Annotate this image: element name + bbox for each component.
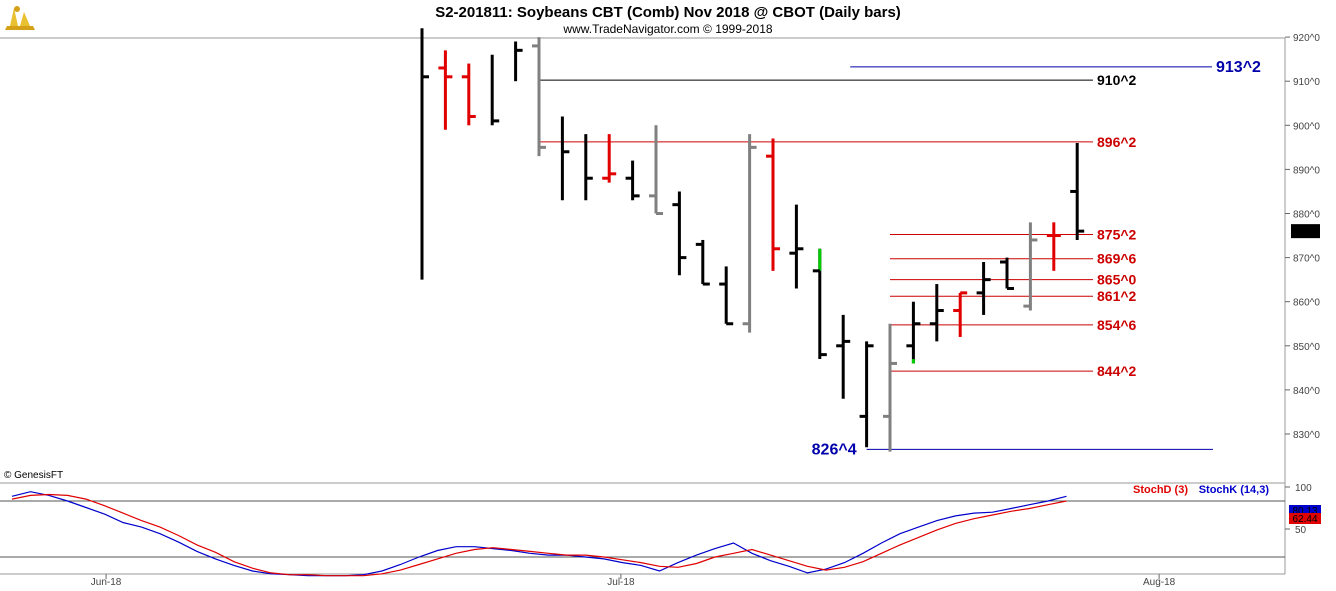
level-label: 896^2 — [1097, 134, 1137, 150]
level-label: 826^4 — [812, 441, 857, 458]
price-tick-label: 840^0 — [1293, 386, 1320, 397]
stochk-last-box — [1289, 505, 1321, 516]
time-tick-label: Jun-18 — [91, 577, 122, 588]
price-tick-label: 890^0 — [1293, 165, 1320, 176]
price-pane — [0, 37, 1286, 575]
level-label: 844^2 — [1097, 363, 1137, 379]
level-label: 910^2 — [1097, 72, 1137, 88]
stochk-last-label: 80.13 — [1292, 506, 1317, 517]
price-tick-label: 860^0 — [1293, 298, 1320, 309]
chart-title: S2-201811: Soybeans CBT (Comb) Nov 2018 … — [435, 4, 901, 21]
last-price-label: 876^0 — [1292, 227, 1319, 238]
stoch-axis-ticks: 100 50 — [1285, 483, 1312, 536]
level-label: 854^6 — [1097, 317, 1137, 333]
price-tick-label: 910^0 — [1293, 77, 1320, 88]
stoch-series-line — [11, 491, 1067, 577]
last-price-box — [1291, 224, 1320, 239]
ohlc-bars — [420, 28, 1085, 452]
chart-subtitle: www.TradeNavigator.com © 1999-2018 — [562, 22, 772, 36]
stoch-tick-label: 50 — [1295, 525, 1307, 536]
price-axis-ticks: 920^0 910^0 900^0 890^0 880^0 870^0 860^0 850^0… — [1285, 33, 1320, 441]
stoch-series-line — [11, 493, 1067, 577]
level-label: 865^0 — [1097, 272, 1137, 288]
price-tick-label: 850^0 — [1293, 342, 1320, 353]
level-label: 913^2 — [1216, 59, 1261, 76]
price-tick-label: 880^0 — [1293, 210, 1320, 221]
copyright-label: © GenesisFT — [4, 470, 63, 481]
price-tick-label: 920^0 — [1293, 33, 1320, 44]
time-axis-ticks: Jun-18 Jul-18 Aug-18 — [91, 574, 1176, 588]
trade-navigator-logo-icon — [5, 6, 35, 30]
stochk-legend: StochK (14,3) — [1199, 484, 1270, 496]
stochd-last-box — [1289, 513, 1321, 524]
time-tick-label: Jul-18 — [607, 577, 635, 588]
price-tick-label: 900^0 — [1293, 121, 1320, 132]
stoch-lines — [11, 491, 1067, 577]
level-label: 869^6 — [1097, 251, 1137, 267]
level-label: 861^2 — [1097, 288, 1137, 304]
price-tick-label: 870^0 — [1293, 254, 1320, 265]
price-tick-label: 830^0 — [1293, 430, 1320, 441]
stoch-tick-label: 100 — [1295, 483, 1312, 494]
time-tick-label: Aug-18 — [1143, 577, 1176, 588]
level-label: 875^2 — [1097, 226, 1137, 242]
stochd-last-label: 62.44 — [1292, 514, 1317, 525]
stochastic-pane: StochD (3) StochK (14,3) — [0, 484, 1285, 558]
stochd-legend: StochD (3) — [1133, 484, 1188, 496]
last-price-marker: 876^0 — [1291, 224, 1320, 239]
